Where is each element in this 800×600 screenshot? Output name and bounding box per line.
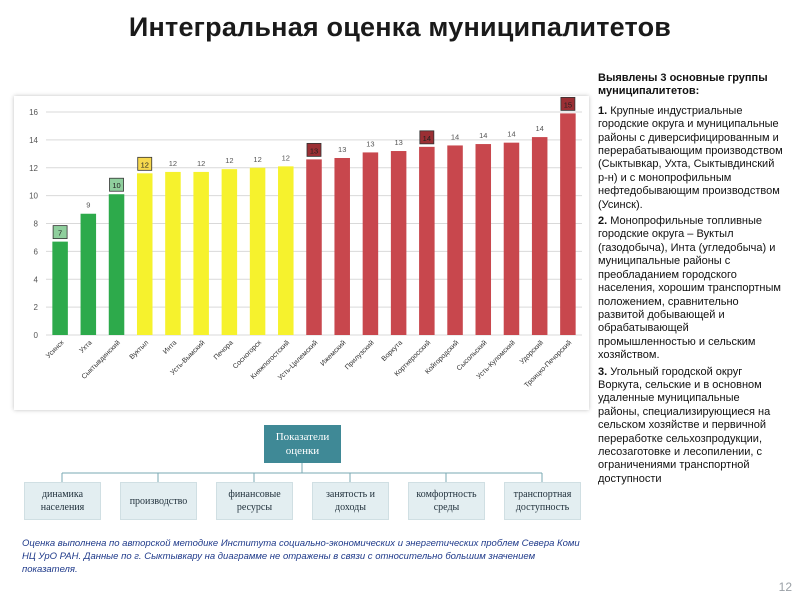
y-tick-label: 14 (29, 136, 38, 145)
indicator-label-line1: финансовые (228, 489, 281, 500)
chart-svg: 02468101214167Усинск9Ухта10Сыктывдинский… (29, 96, 582, 389)
indicator-label-line2: среды (433, 502, 460, 513)
group-1-number: 1. (598, 104, 608, 117)
indicator-label-line1: динамика (41, 489, 84, 500)
group-2-text: 2. Монопрофильные топливные городские ок… (598, 215, 784, 362)
indicator-population: динамика населения (24, 482, 101, 520)
indicator-label-line1: транспортная (513, 489, 572, 500)
bar (560, 113, 576, 335)
bar (108, 194, 125, 335)
value-label-box (419, 130, 435, 145)
value-label-box (109, 177, 124, 192)
y-tick-label: 12 (29, 164, 38, 173)
group-3-body: Угольный городской округ Воркута, сельск… (598, 365, 771, 485)
bar (193, 171, 209, 335)
bar (221, 169, 238, 335)
y-tick-label: 6 (34, 247, 39, 256)
value-label: 13 (310, 146, 318, 155)
y-tick-label: 16 (29, 108, 38, 117)
value-label: 13 (366, 139, 374, 148)
value-label: 14 (479, 131, 487, 140)
group-1-body: Крупные индустриальные городские округа … (598, 104, 783, 211)
value-label: 12 (141, 160, 149, 169)
bar (136, 173, 153, 335)
bar (503, 142, 520, 335)
group-2-number: 2. (598, 215, 608, 228)
y-tick-label: 8 (34, 220, 39, 229)
value-label: 12 (282, 153, 290, 162)
value-label: 12 (169, 159, 177, 168)
value-label: 14 (536, 124, 544, 133)
value-label: 7 (58, 229, 62, 238)
bar (390, 151, 407, 335)
value-label-box (560, 96, 576, 111)
value-label-box (306, 142, 322, 157)
indicator-label-line2: ресурсы (236, 502, 273, 513)
value-label: 14 (507, 130, 515, 139)
indicator-label-line2: доходы (335, 502, 366, 513)
bar (447, 145, 463, 335)
bar (249, 167, 266, 335)
value-label: 15 (564, 100, 572, 109)
indicators-root-line2: оценки (285, 445, 320, 457)
indicator-employment: занятость и доходы (312, 482, 389, 520)
group-2-body: Монопрофильные топливные городские округ… (598, 215, 781, 362)
bar-chart: 0 2 4 6 8 10 12 14 16 7 Усинск 9 Ухта 10 Сыктывдинский… (14, 96, 589, 410)
group-3-text: 3. Угольный городской округ Воркута, сел… (598, 366, 784, 487)
y-tick-label: 4 (34, 275, 39, 284)
indicator-comfort: комфортность среды (408, 482, 485, 520)
bar (52, 241, 68, 335)
value-label: 14 (423, 134, 431, 143)
y-tick-label: 2 (34, 303, 39, 312)
bar (531, 137, 548, 335)
value-label: 13 (394, 138, 402, 147)
groups-description: Выявлены 3 основные группы муниципалитет… (598, 72, 784, 598)
indicator-finance: финансовые ресурсы (216, 482, 293, 520)
value-label: 12 (197, 159, 205, 168)
page-number: 12 (778, 580, 792, 594)
indicator-label-line1: занятость и (325, 489, 376, 500)
bar (278, 166, 294, 335)
value-label-box (52, 225, 68, 240)
indicator-label-line2: населения (40, 502, 85, 513)
value-label: 9 (86, 201, 90, 210)
methodology-footnote: Оценка выполнена по авторской методике И… (22, 538, 580, 575)
groups-lead: Выявлены 3 основные группы муниципалитет… (598, 72, 768, 98)
bar (419, 146, 435, 335)
bar (80, 213, 97, 335)
indicator-label-line1: комфортность (416, 489, 477, 500)
group-3-number: 3. (598, 365, 608, 378)
value-label: 13 (338, 145, 346, 154)
bar (475, 144, 492, 335)
bar (334, 157, 350, 335)
y-tick-label: 0 (34, 331, 39, 340)
indicator-transport: транспортная доступность (504, 482, 581, 520)
indicators-root-line1: Показатели (275, 431, 330, 443)
value-label: 12 (225, 156, 233, 165)
group-1-text: 1. Крупные индустриальные городские окру… (598, 105, 784, 212)
page-title: Интегральная оценка муниципалитетов (128, 12, 672, 42)
bar (362, 152, 379, 335)
indicator-label-line2: доступность (515, 502, 570, 513)
indicator-label-line1: производство (129, 495, 188, 507)
value-label-box (137, 156, 153, 171)
value-label: 14 (451, 132, 459, 141)
bar (306, 159, 322, 335)
indicator-production: производство (120, 482, 197, 520)
y-tick-label: 10 (29, 192, 38, 201)
bar (165, 171, 181, 335)
value-label: 10 (112, 181, 120, 190)
value-label: 12 (253, 155, 261, 164)
indicators-root-box: Показатели оценки (264, 425, 341, 463)
